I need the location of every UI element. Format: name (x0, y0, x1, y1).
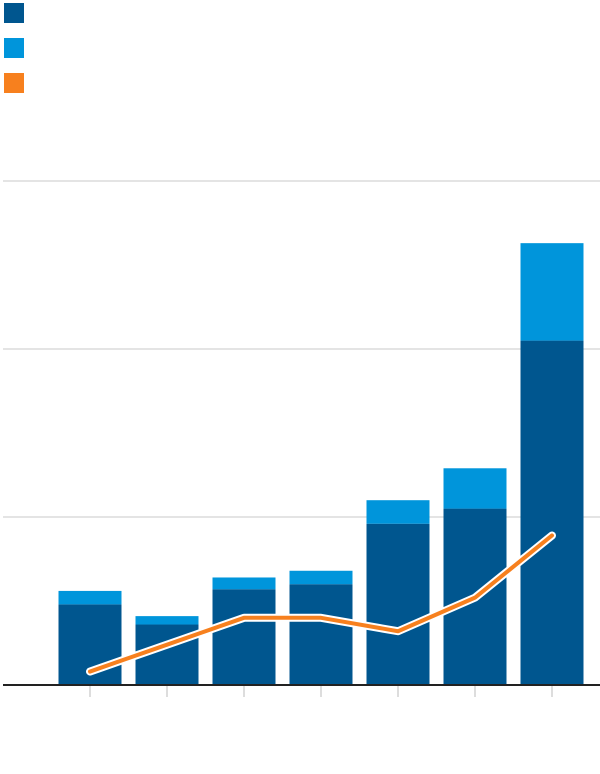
bar-segment (289, 570, 353, 585)
legend-swatch (4, 38, 24, 58)
bar-segment (212, 577, 276, 590)
legend-swatch (4, 73, 24, 93)
bar-segment (443, 468, 507, 509)
bar-segment (366, 500, 430, 524)
bar-segment (366, 523, 430, 685)
bar-segment (212, 589, 276, 685)
bar-segment (58, 590, 122, 605)
bar-segment (289, 584, 353, 685)
bar-segment (520, 243, 584, 341)
bar-segment (135, 616, 199, 625)
line (88, 533, 554, 674)
bar-segment (520, 340, 584, 685)
legend-swatch (4, 3, 24, 23)
